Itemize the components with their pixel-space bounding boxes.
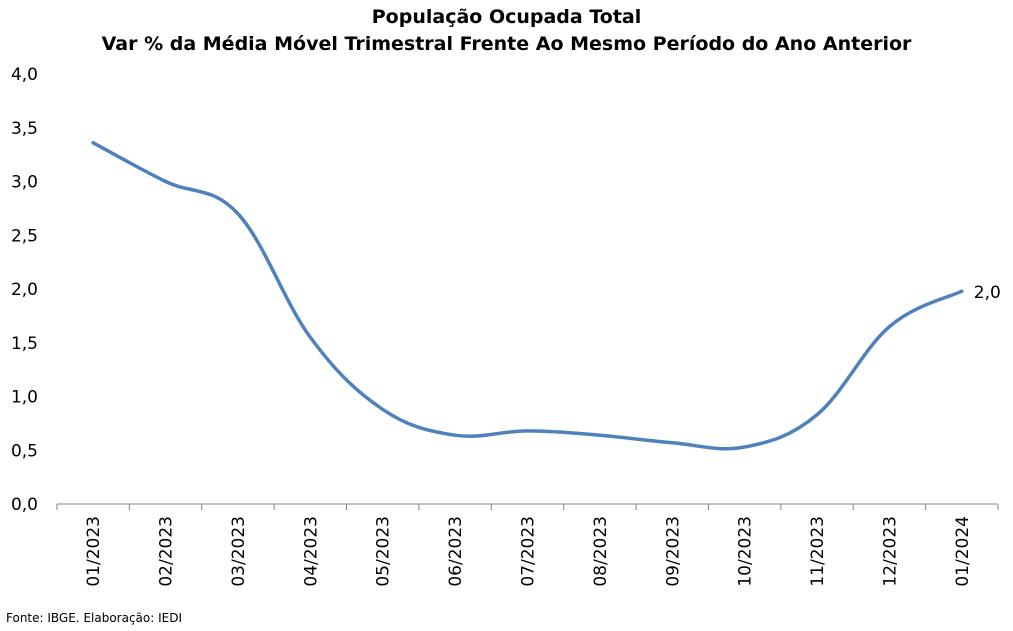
data-point bbox=[887, 325, 891, 329]
y-tick-label: 0,5 bbox=[11, 441, 38, 461]
x-axis: 01/2023 02/2023 03/2023 04/2023 05/2023 06/20… bbox=[56, 503, 999, 587]
x-tick-label: 01/2024 bbox=[953, 516, 973, 587]
data-point bbox=[236, 212, 240, 216]
y-tick-label: 1,0 bbox=[11, 388, 38, 408]
source-note: Fonte: IBGE. Elaboração: IEDI bbox=[6, 611, 183, 625]
chart-title: População Ocupada Total Var % da Média M… bbox=[0, 4, 1013, 58]
x-tick-label: 02/2023 bbox=[157, 516, 177, 587]
series-layer bbox=[91, 141, 964, 451]
data-point bbox=[91, 141, 95, 145]
chart-subtitle: Var % da Média Móvel Trimestral Frente A… bbox=[101, 33, 912, 55]
x-tick-label: 09/2023 bbox=[663, 516, 683, 587]
chart-title-line-1: População Ocupada Total bbox=[371, 6, 642, 28]
series-line bbox=[91, 141, 964, 451]
x-tick-label: 05/2023 bbox=[374, 516, 394, 587]
data-point bbox=[815, 413, 819, 417]
y-tick-label: 2,0 bbox=[11, 280, 38, 300]
data-point bbox=[670, 441, 674, 445]
y-tick-label: 2,5 bbox=[11, 226, 38, 246]
y-tick-label: 3,5 bbox=[11, 119, 38, 139]
y-tick-label: 1,5 bbox=[11, 334, 38, 354]
x-tick-label: 12/2023 bbox=[880, 516, 900, 587]
data-point bbox=[308, 335, 312, 339]
data-point bbox=[381, 407, 385, 411]
x-tick-label: 03/2023 bbox=[229, 516, 249, 587]
x-tick-label: 07/2023 bbox=[519, 516, 539, 587]
data-labels: 2,0 bbox=[974, 283, 1001, 303]
x-tick-label: 06/2023 bbox=[446, 516, 466, 587]
x-tick-label: 11/2023 bbox=[808, 516, 828, 587]
data-label-last: 2,0 bbox=[974, 283, 1001, 303]
x-tick-label: 01/2023 bbox=[84, 516, 104, 587]
x-tick-label: 08/2023 bbox=[591, 516, 611, 587]
x-tick-label: 04/2023 bbox=[301, 516, 321, 587]
data-point bbox=[164, 180, 168, 184]
data-point bbox=[743, 445, 747, 449]
x-tick-label: 10/2023 bbox=[736, 516, 756, 587]
data-point bbox=[453, 433, 457, 437]
data-point bbox=[526, 429, 530, 433]
data-point bbox=[598, 433, 602, 437]
y-tick-label: 4,0 bbox=[11, 65, 38, 85]
y-axis: 0,0 0,5 1,0 1,5 2,0 2,5 3,0 3,5 4,0 bbox=[11, 65, 38, 515]
y-tick-label: 0,0 bbox=[11, 495, 38, 515]
y-tick-label: 3,0 bbox=[11, 173, 38, 193]
data-point bbox=[960, 289, 964, 293]
